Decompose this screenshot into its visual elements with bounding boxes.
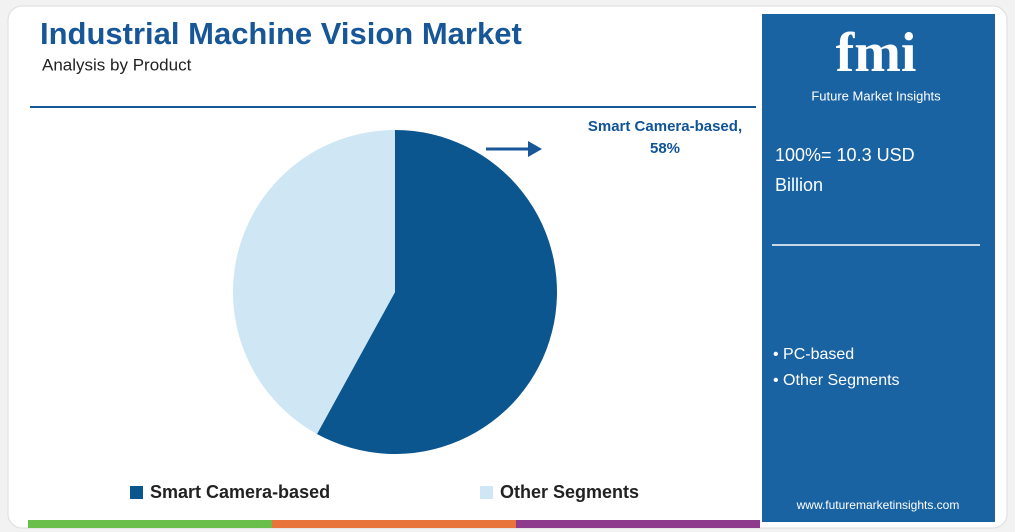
chart-title: Industrial Machine Vision Market	[40, 16, 522, 51]
arrow-head	[528, 141, 542, 157]
legend-label: Smart Camera-based	[150, 482, 330, 502]
bullet: Other Segments	[773, 368, 983, 394]
pie-slice	[233, 130, 395, 434]
legend-label: Other Segments	[500, 482, 639, 502]
annotation-box: Smart Camera-based, 58%	[587, 118, 743, 157]
bullet: PC-based	[773, 342, 983, 368]
strip	[272, 520, 516, 528]
side-panel	[762, 14, 995, 522]
url: www.futuremarketinsights.com	[796, 498, 960, 512]
total-box: 100%= 10.3 USD Billion	[775, 145, 915, 195]
pie-slice	[316, 130, 557, 455]
strip	[28, 520, 272, 528]
chart-subtitle: Analysis by Product	[42, 55, 192, 74]
logo: fmi	[836, 22, 917, 84]
strip	[516, 520, 760, 528]
brand: Future Market Insights	[811, 88, 941, 103]
legend-swatch	[480, 486, 493, 499]
total: 100%= 10.3 USD Billion	[775, 145, 915, 195]
annotation: Smart Camera-based, 58%	[587, 118, 743, 157]
legend-swatch	[130, 486, 143, 499]
